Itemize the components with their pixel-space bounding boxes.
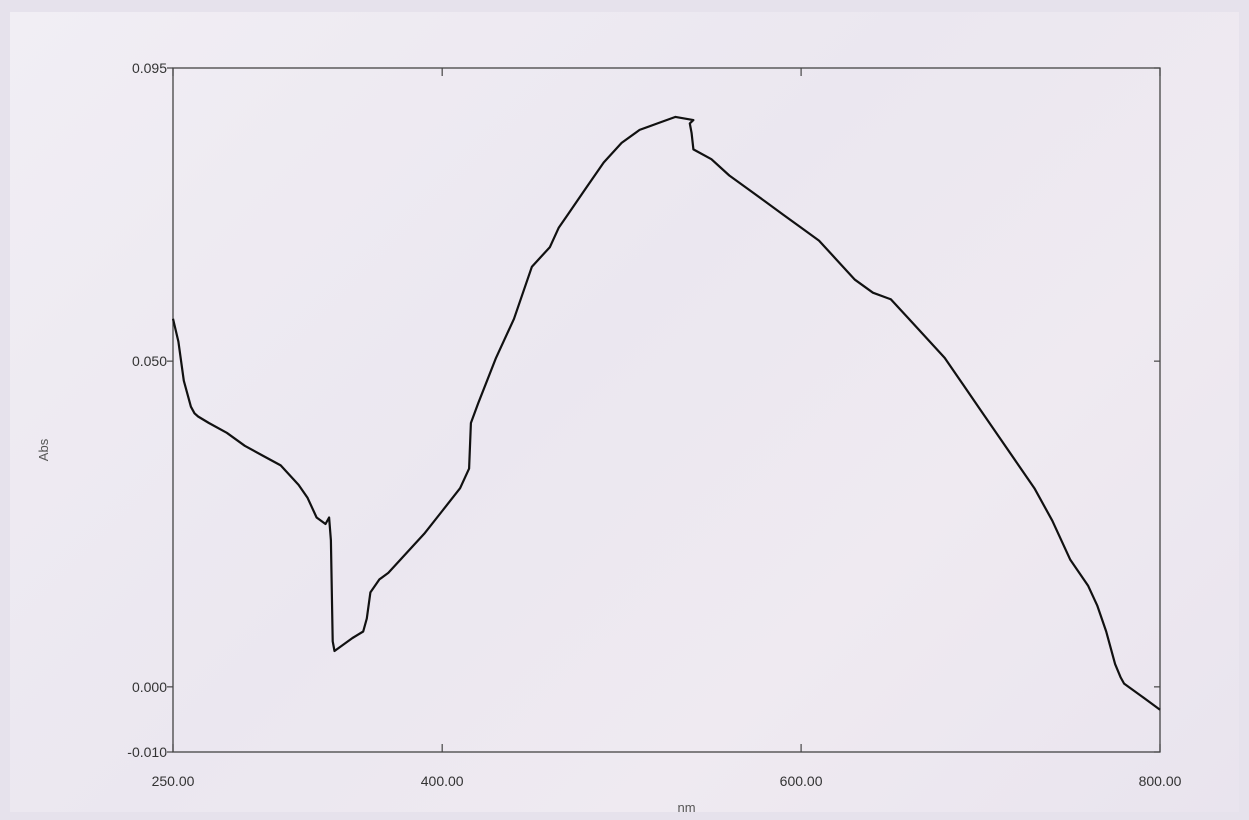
y-tick-label: 0.095: [132, 60, 167, 76]
y-tick-label: 0.000: [132, 679, 167, 695]
y-tick-label: 0.050: [132, 353, 167, 369]
plot-frame: [172, 67, 1161, 753]
x-tick-label: 600.00: [780, 773, 823, 789]
y-tick-label: -0.010: [127, 744, 167, 760]
x-tick-label: 800.00: [1139, 773, 1182, 789]
y-axis: 0.095 0.050 0.000 -0.010: [127, 60, 1160, 760]
x-axis-title: nm: [677, 800, 695, 815]
y-axis-title: Abs: [36, 438, 51, 461]
x-tick-label: 400.00: [421, 773, 464, 789]
series-line: [171, 115, 1161, 711]
x-tick-label: 250.00: [152, 773, 195, 789]
paper-sheet: [10, 12, 1239, 812]
x-axis: 250.00 400.00 600.00 800.00: [152, 68, 1182, 789]
